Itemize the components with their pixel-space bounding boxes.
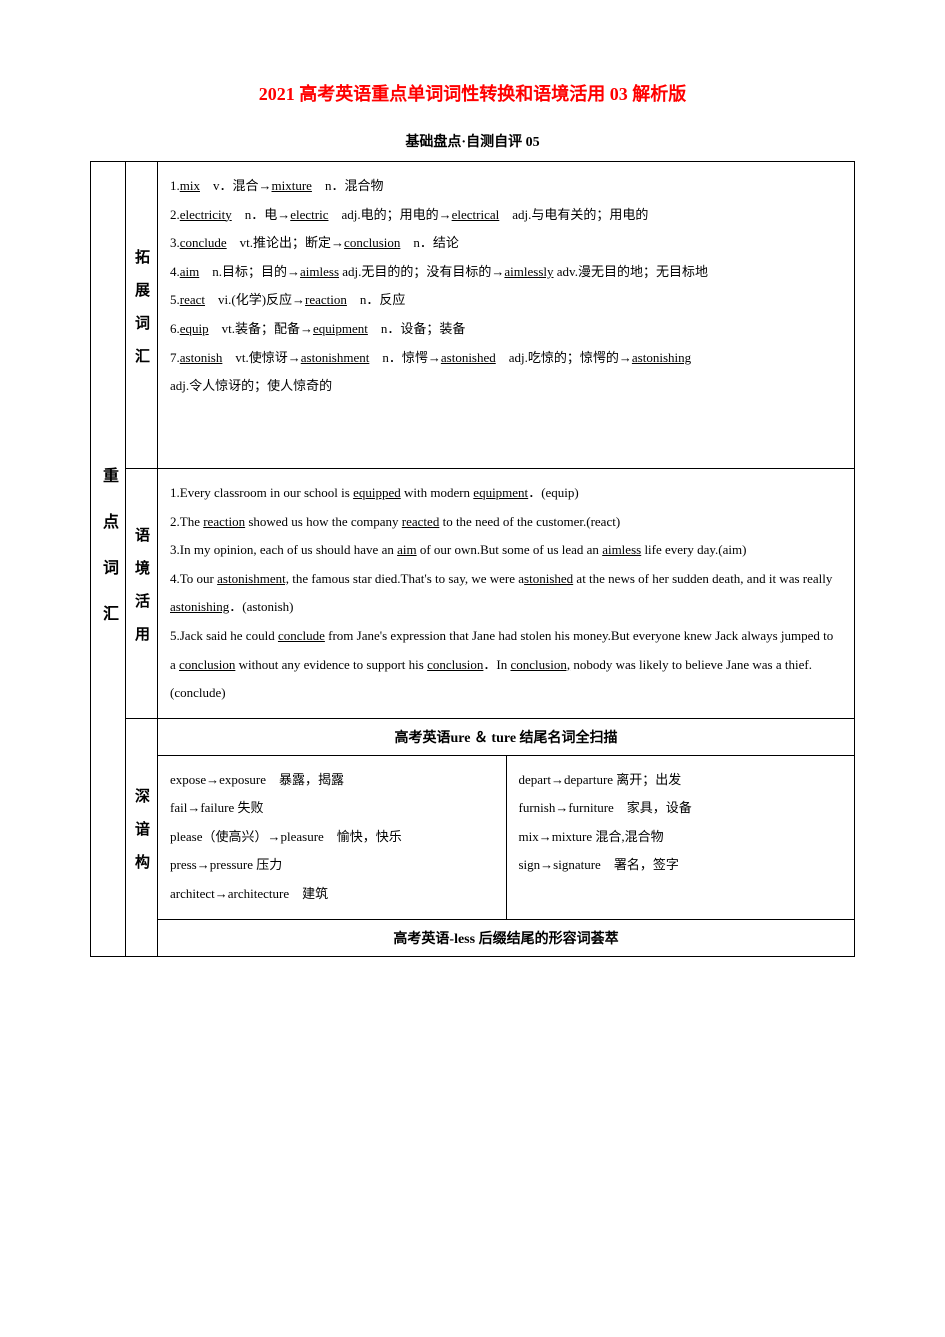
- vocab-line-1: 1.mix v．混合→mixture n．混合物: [170, 172, 842, 201]
- ure-right-column: depart→departure 离开；出发 furnish→furniture…: [507, 756, 855, 919]
- ure-item: depart→departure 离开；出发: [519, 766, 843, 795]
- usage-line-4: 4.To our astonishment, the famous star d…: [170, 565, 842, 622]
- subtitle: 基础盘点·自测自评 05: [90, 131, 855, 151]
- usage-content: 1.Every classroom in our school is equip…: [158, 468, 855, 718]
- vocab-content: 1.mix v．混合→mixture n．混合物 2.electricity n…: [158, 162, 855, 469]
- usage-line-2: 2.The reaction showed us how the company…: [170, 508, 842, 537]
- ure-item: expose→exposure 暴露，揭露: [170, 766, 494, 795]
- ure-examples: expose→exposure 暴露，揭露 fail→failure 失败 pl…: [158, 755, 855, 919]
- usage-line-1: 1.Every classroom in our school is equip…: [170, 479, 842, 508]
- ure-item: sign→signature 署名，签字: [519, 851, 843, 880]
- vocab-line-3: 3.conclude vt.推论出；断定→conclusion n．结论: [170, 229, 842, 258]
- vocab-line-7: 7.astonish vt.使惊讶→astonishment n．惊愕→asto…: [170, 344, 842, 401]
- less-header: 高考英语-less 后缀结尾的形容词荟萃: [158, 919, 855, 956]
- ure-item: please（使高兴）→pleasure 愉快，快乐: [170, 823, 494, 852]
- ure-item: press→pressure 压力: [170, 851, 494, 880]
- ure-item: fail→failure 失败: [170, 794, 494, 823]
- vocab-section-label: 拓展词汇: [126, 162, 158, 469]
- main-title: 2021 高考英语重点单词词性转换和语境活用 03 解析版: [90, 80, 855, 106]
- deep-section-label: 深谙构: [126, 718, 158, 956]
- usage-line-3: 3.In my opinion, each of us should have …: [170, 536, 842, 565]
- vocab-line-2: 2.electricity n．电→electric adj.电的；用电的→el…: [170, 201, 842, 230]
- vocabulary-table: 重点词汇 拓展词汇 1.mix v．混合→mixture n．混合物 2.ele…: [90, 161, 855, 957]
- vocab-line-5: 5.react vi.(化学)反应→reaction n．反应: [170, 286, 842, 315]
- usage-line-5: 5.Jack said he could conclude from Jane'…: [170, 622, 842, 708]
- vocab-line-4: 4.aim n.目标；目的→aimless adj.无目的的；没有目标的→aim…: [170, 258, 842, 287]
- ure-left-column: expose→exposure 暴露，揭露 fail→failure 失败 pl…: [158, 756, 507, 919]
- ure-header: 高考英语ure ＆ ture 结尾名词全扫描: [158, 718, 855, 755]
- ure-item: mix→mixture 混合,混合物: [519, 823, 843, 852]
- usage-section-label: 语境活用: [126, 468, 158, 718]
- vocab-line-6: 6.equip vt.装备；配备→equipment n．设备；装备: [170, 315, 842, 344]
- left-main-label: 重点词汇: [91, 162, 126, 957]
- ure-item: architect→architecture 建筑: [170, 880, 494, 909]
- ure-item: furnish→furniture 家具，设备: [519, 794, 843, 823]
